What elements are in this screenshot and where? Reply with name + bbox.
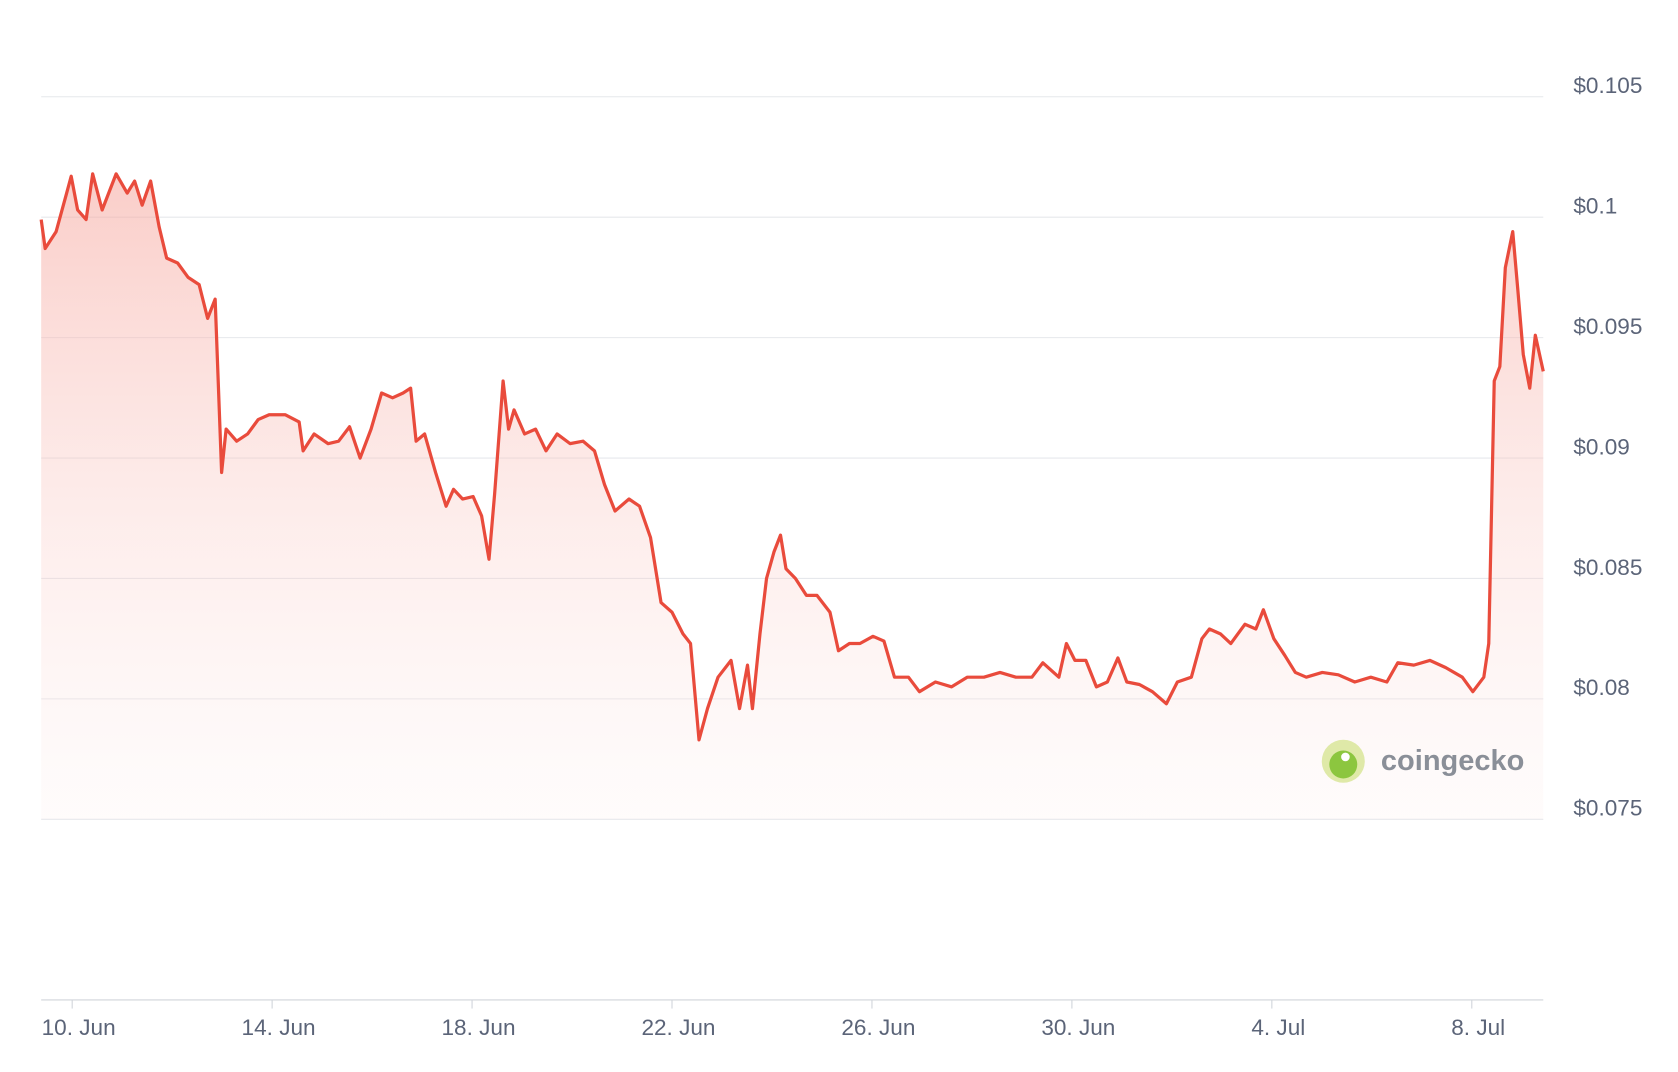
- x-tick-label: 4. Jul: [1251, 1015, 1305, 1040]
- y-tick-label: $0.085: [1573, 555, 1642, 580]
- x-tick-label: 30. Jun: [1041, 1015, 1115, 1040]
- x-tick-label: 18. Jun: [442, 1015, 516, 1040]
- y-tick-label: $0.075: [1573, 796, 1642, 821]
- plot: $0.075 $0.08 $0.085 $0.09 $0.095 $0.1 $0.105 10…: [39, 73, 1642, 1040]
- logo-eye: [1341, 752, 1350, 762]
- x-tick-label: 8. Jul: [1451, 1015, 1505, 1040]
- y-tick-label: $0.09: [1573, 434, 1629, 459]
- y-tick-label: $0.095: [1573, 314, 1642, 339]
- x-tick-label: 26. Jun: [841, 1015, 915, 1040]
- y-tick-label: $0.105: [1573, 73, 1642, 98]
- x-tick-label: 22. Jun: [641, 1015, 715, 1040]
- watermark-text: coingecko: [1381, 745, 1525, 777]
- y-tick-label: $0.08: [1573, 675, 1629, 700]
- x-tick-label: 14. Jun: [242, 1015, 316, 1040]
- price-area: [41, 173, 1544, 820]
- y-tick-label: $0.1: [1573, 193, 1617, 218]
- price-line: [39, 172, 1545, 742]
- watermark: coingecko: [1321, 739, 1525, 783]
- logo-inner: [1329, 750, 1358, 779]
- x-tick-label: 10. Jun: [42, 1015, 116, 1040]
